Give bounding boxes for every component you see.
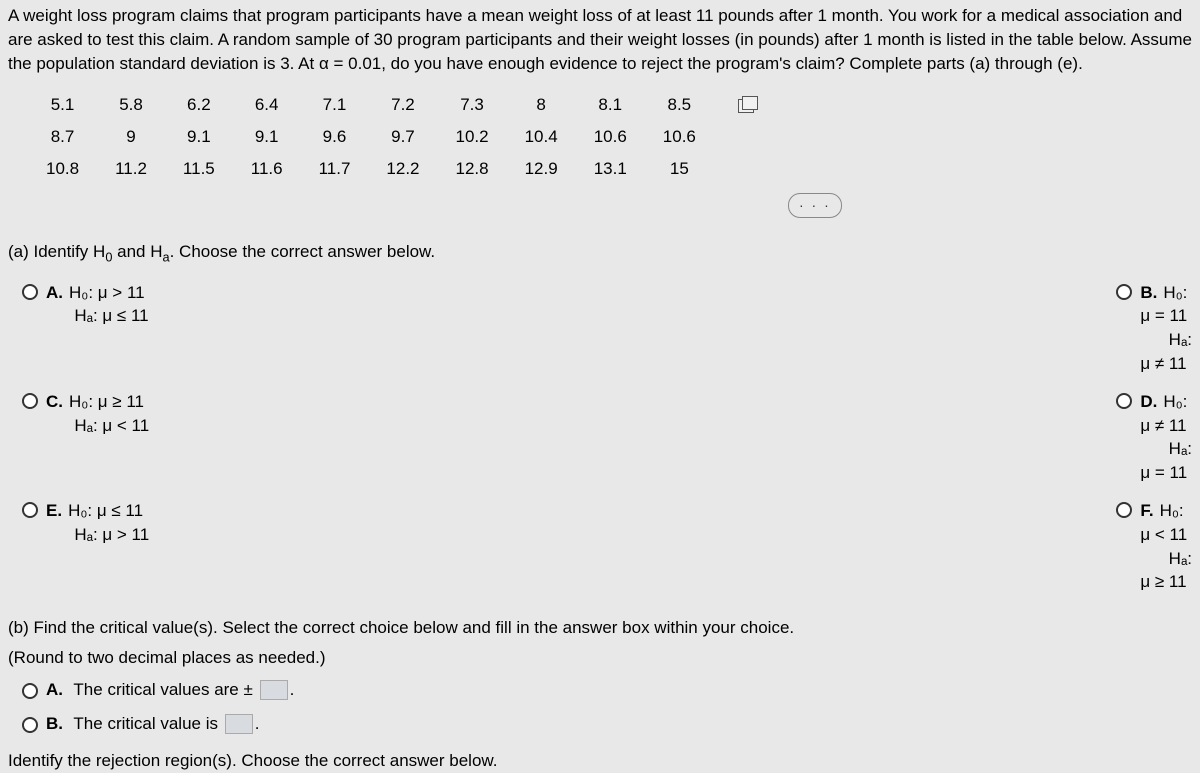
option-label: C.H₀: μ ≥ 11 Hₐ: μ < 11 (46, 390, 149, 438)
data-cell: 9.6 (301, 121, 369, 153)
option-c[interactable]: C.H₀: μ ≥ 11 Hₐ: μ < 11 (22, 390, 336, 485)
more-button[interactable]: · · · (788, 193, 842, 219)
data-cell: 9.1 (233, 121, 301, 153)
radio-b-a[interactable] (22, 683, 38, 699)
radio-d[interactable] (1116, 393, 1132, 409)
part-a-options: A.H₀: μ > 11 Hₐ: μ ≤ 11 B.H₀: μ = 11 Hₐ:… (22, 281, 1192, 595)
data-cell: 6.4 (233, 89, 301, 121)
data-cell: 11.7 (301, 153, 369, 185)
data-cell: 11.5 (165, 153, 233, 185)
data-cell: 5.8 (97, 89, 165, 121)
part-b-line1: (b) Find the critical value(s). Select t… (8, 616, 1192, 640)
data-cell: 13.1 (576, 153, 645, 185)
part-b-option-a[interactable]: A. The critical values are ± . (22, 678, 1192, 702)
option-b[interactable]: B.H₀: μ = 11 Hₐ: μ ≠ 11 (376, 281, 1192, 376)
radio-b-b[interactable] (22, 717, 38, 733)
data-cell: 12.8 (438, 153, 507, 185)
part-a-prompt: (a) Identify H0 and Ha. Choose the corre… (8, 240, 1192, 266)
data-cell: 10.8 (28, 153, 97, 185)
part-b: (b) Find the critical value(s). Select t… (8, 616, 1192, 735)
problem-statement: A weight loss program claims that progra… (8, 4, 1192, 75)
radio-f[interactable] (1116, 502, 1132, 518)
data-cell: 10.4 (507, 121, 576, 153)
data-cell: 11.2 (97, 153, 165, 185)
radio-a[interactable] (22, 284, 38, 300)
option-d[interactable]: D.H₀: μ ≠ 11 Hₐ: μ = 11 (376, 390, 1192, 485)
part-b-line2: (Round to two decimal places as needed.) (8, 646, 1192, 670)
answer-box[interactable] (225, 714, 253, 734)
data-cell: 12.9 (507, 153, 576, 185)
option-label: D.H₀: μ ≠ 11 Hₐ: μ = 11 (1140, 390, 1192, 485)
radio-c[interactable] (22, 393, 38, 409)
option-e[interactable]: E.H₀: μ ≤ 11 Hₐ: μ > 11 (22, 499, 336, 594)
radio-b[interactable] (1116, 284, 1132, 300)
table-row: 5.1 5.8 6.2 6.4 7.1 7.2 7.3 8 8.1 8.5 (28, 89, 772, 121)
data-cell: 11.6 (233, 153, 301, 185)
data-cell: 8 (507, 89, 576, 121)
data-cell: 7.2 (368, 89, 437, 121)
data-cell: 9 (97, 121, 165, 153)
data-cell: 7.1 (301, 89, 369, 121)
option-label: F.H₀: μ < 11 Hₐ: μ ≥ 11 (1140, 499, 1192, 594)
table-row: 10.8 11.2 11.5 11.6 11.7 12.2 12.8 12.9 … (28, 153, 772, 185)
data-cell: 6.2 (165, 89, 233, 121)
data-cell: 12.2 (368, 153, 437, 185)
data-cell: 7.3 (438, 89, 507, 121)
option-label: A. The critical values are ± . (46, 678, 294, 702)
data-cell: 8.7 (28, 121, 97, 153)
table-row: 8.7 9 9.1 9.1 9.6 9.7 10.2 10.4 10.6 10.… (28, 121, 772, 153)
data-cell: 10.2 (438, 121, 507, 153)
radio-e[interactable] (22, 502, 38, 518)
option-label: B. The critical value is . (46, 712, 259, 736)
option-a[interactable]: A.H₀: μ > 11 Hₐ: μ ≤ 11 (22, 281, 336, 376)
copy-cell (714, 89, 772, 121)
data-cell: 5.1 (28, 89, 97, 121)
option-label: E.H₀: μ ≤ 11 Hₐ: μ > 11 (46, 499, 149, 547)
data-cell: 8.5 (645, 89, 714, 121)
data-cell: 9.1 (165, 121, 233, 153)
data-cell: 10.6 (576, 121, 645, 153)
option-label: B.H₀: μ = 11 Hₐ: μ ≠ 11 (1140, 281, 1192, 376)
copy-icon[interactable] (738, 99, 754, 113)
answer-box[interactable] (260, 680, 288, 700)
data-cell: 10.6 (645, 121, 714, 153)
option-f[interactable]: F.H₀: μ < 11 Hₐ: μ ≥ 11 (376, 499, 1192, 594)
option-label: A.H₀: μ > 11 Hₐ: μ ≤ 11 (46, 281, 149, 329)
part-b-option-b[interactable]: B. The critical value is . (22, 712, 1192, 736)
data-table: 5.1 5.8 6.2 6.4 7.1 7.2 7.3 8 8.1 8.5 8.… (28, 89, 772, 184)
rejection-region-prompt: Identify the rejection region(s). Choose… (8, 749, 1192, 773)
data-cell: 9.7 (368, 121, 437, 153)
data-cell: 8.1 (576, 89, 645, 121)
data-cell: 15 (645, 153, 714, 185)
